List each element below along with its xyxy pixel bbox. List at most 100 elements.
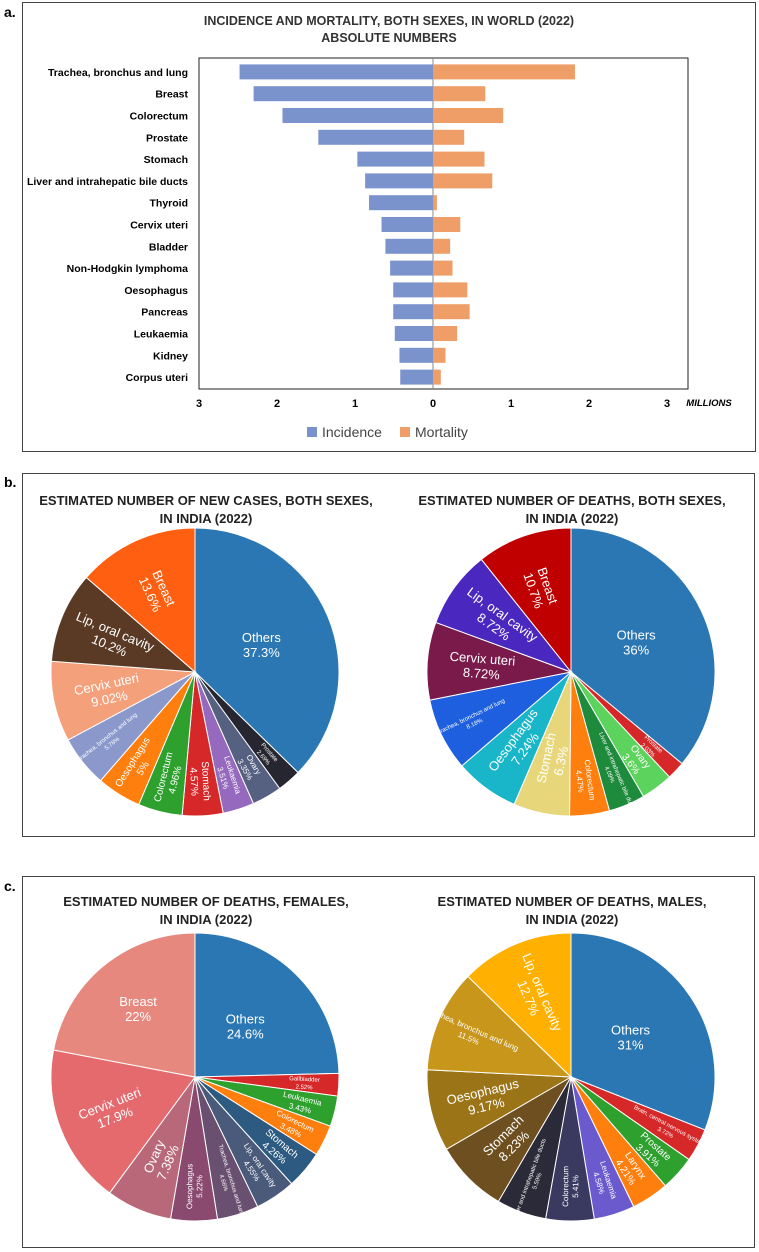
slice-percent: 4.66% — [218, 1174, 229, 1193]
mortality-bar-stomach — [433, 151, 485, 167]
slice-name: Others — [611, 1023, 651, 1038]
legend-swatch-incidence — [307, 427, 317, 437]
slice-name: Others — [226, 1011, 266, 1026]
panel-c-frame: ESTIMATED NUMBER OF DEATHS, FEMALES, IN I… — [22, 876, 755, 1248]
mortality-bar-breast — [433, 86, 486, 102]
pie-chart-deaths-females-india: ESTIMATED NUMBER OF DEATHS, FEMALES, IN I… — [50, 894, 349, 1222]
category-label: Bladder — [149, 241, 188, 253]
incidence-bar-stomach — [357, 151, 433, 167]
slice-name: Cervix uteri — [449, 649, 516, 669]
pie-chart-deaths-india: ESTIMATED NUMBER OF DEATHS, BOTH SEXES, I… — [418, 493, 726, 817]
incidence-bar-corpus-uteri — [400, 369, 433, 385]
slice-name: Colorectum — [561, 1166, 570, 1207]
pie-slice-cervix-uteri — [50, 660, 197, 741]
slice-name: Others — [242, 630, 282, 645]
slice-percent: 4.57% — [187, 767, 200, 796]
legend-label-incidence: Incidence — [322, 424, 382, 440]
pie-slice-lip-oral-cavity — [467, 932, 572, 1079]
incidence-bar-thyroid — [369, 195, 433, 211]
slice-percent: 5.59% — [532, 1172, 544, 1191]
pie-slice-oesophagus — [426, 1069, 573, 1150]
slice-percent: 4.47% — [574, 769, 586, 793]
category-label: Liver and intrahepatic bile ducts — [27, 176, 188, 188]
mortality-bar-thyroid — [433, 195, 437, 211]
slice-name: Breast — [119, 994, 157, 1009]
mortality-bar-non-hodgkin-lymphoma — [433, 260, 453, 276]
incidence-bar-oesophagus — [393, 282, 433, 298]
chart-subtitle: ABSOLUTE NUMBERS — [321, 31, 456, 45]
slice-percent: 24.6% — [227, 1026, 264, 1041]
pie-slice-breast — [85, 527, 196, 674]
category-label: Pancreas — [141, 307, 188, 319]
pie-slices — [50, 932, 340, 1222]
incidence-bar-pancreas — [393, 304, 433, 320]
mortality-bar-trachea-bronchus-and-lung — [433, 64, 575, 80]
pie-title-line: IN INDIA (2022) — [526, 912, 619, 927]
pie-slices — [426, 527, 716, 817]
x-tick-label: 2 — [586, 398, 592, 410]
slice-name: Oesophagus — [185, 1164, 194, 1209]
slice-percent: 37.3% — [243, 645, 280, 660]
panel-b-frame: ESTIMATED NUMBER OF NEW CASES, BOTH SEXE… — [22, 473, 755, 837]
pie-chart-deaths-males-india: ESTIMATED NUMBER OF DEATHS, MALES, IN IND… — [425, 894, 716, 1222]
pie-slice-others — [194, 527, 340, 774]
pie-title-line: IN INDIA (2022) — [526, 511, 619, 526]
pie-slice-lip-oral-cavity — [50, 576, 197, 673]
x-tick-label: 2 — [274, 398, 280, 410]
slice-label-colorectum: Colorectum 5.41% — [561, 1166, 580, 1207]
slice-percent: 31% — [618, 1038, 644, 1053]
pie-title-line: ESTIMATED NUMBER OF DEATHS, MALES, — [438, 894, 707, 909]
category-label: Prostate — [146, 132, 188, 144]
incidence-bar-cervix-uteri — [381, 217, 433, 232]
slice-percent: 36% — [623, 642, 649, 657]
incidence-bar-bladder — [385, 238, 433, 254]
slice-percent: 5.41% — [571, 1175, 580, 1198]
category-label: Colorectum — [130, 111, 188, 123]
category-label: Kidney — [153, 350, 188, 362]
panel-label-a: a. — [4, 4, 16, 20]
panel-label-c: c. — [4, 878, 16, 894]
panel-label-b: b. — [4, 474, 17, 490]
category-label: Oesophagus — [124, 285, 188, 297]
slice-name: Others — [617, 627, 657, 642]
category-label: Leukaemia — [134, 329, 188, 341]
pie-title-line: IN INDIA (2022) — [160, 511, 253, 526]
pie-title-line: ESTIMATED NUMBER OF DEATHS, BOTH SEXES, — [418, 493, 725, 508]
category-label: Trachea, bronchus and lung — [48, 67, 188, 79]
pie-slice-others — [570, 527, 716, 765]
slice-name: Stomach — [199, 761, 212, 801]
mortality-bar-cervix-uteri — [433, 217, 461, 232]
pie-slice-others — [194, 932, 340, 1078]
pie-title-line: ESTIMATED NUMBER OF DEATHS, FEMALES, — [63, 894, 349, 909]
mortality-bar-liver-and-intrahepatic-bile-ducts — [433, 173, 493, 189]
category-label: Breast — [155, 89, 188, 101]
category-label: Cervix uteri — [130, 220, 188, 232]
pie-title-line: ESTIMATED NUMBER OF NEW CASES, BOTH SEXE… — [39, 493, 372, 508]
incidence-bar-leukaemia — [394, 326, 433, 341]
pie-slice-cervix-uteri — [50, 1049, 196, 1194]
x-tick-label: 1 — [508, 398, 514, 410]
pie-chart-new-cases-india: ESTIMATED NUMBER OF NEW CASES, BOTH SEXE… — [39, 493, 373, 817]
category-label: Non-Hodgkin lymphoma — [67, 263, 188, 275]
incidence-bar-trachea-bronchus-and-lung — [239, 64, 433, 80]
mortality-bar-oesophagus — [433, 282, 468, 298]
incidence-bar-liver-and-intrahepatic-bile-ducts — [365, 173, 433, 189]
legend-swatch-mortality — [400, 427, 410, 437]
slice-percent: 6.3% — [550, 745, 571, 778]
mortality-bar-colorectum — [433, 108, 504, 123]
pie-slice-others — [570, 932, 716, 1131]
pie-slice-breast — [480, 527, 572, 674]
bar-chart: INCIDENCE AND MORTALITY, BOTH SEXES, IN … — [27, 14, 732, 440]
x-tick-label: 3 — [196, 398, 202, 410]
pie-slice-breast — [52, 932, 196, 1078]
